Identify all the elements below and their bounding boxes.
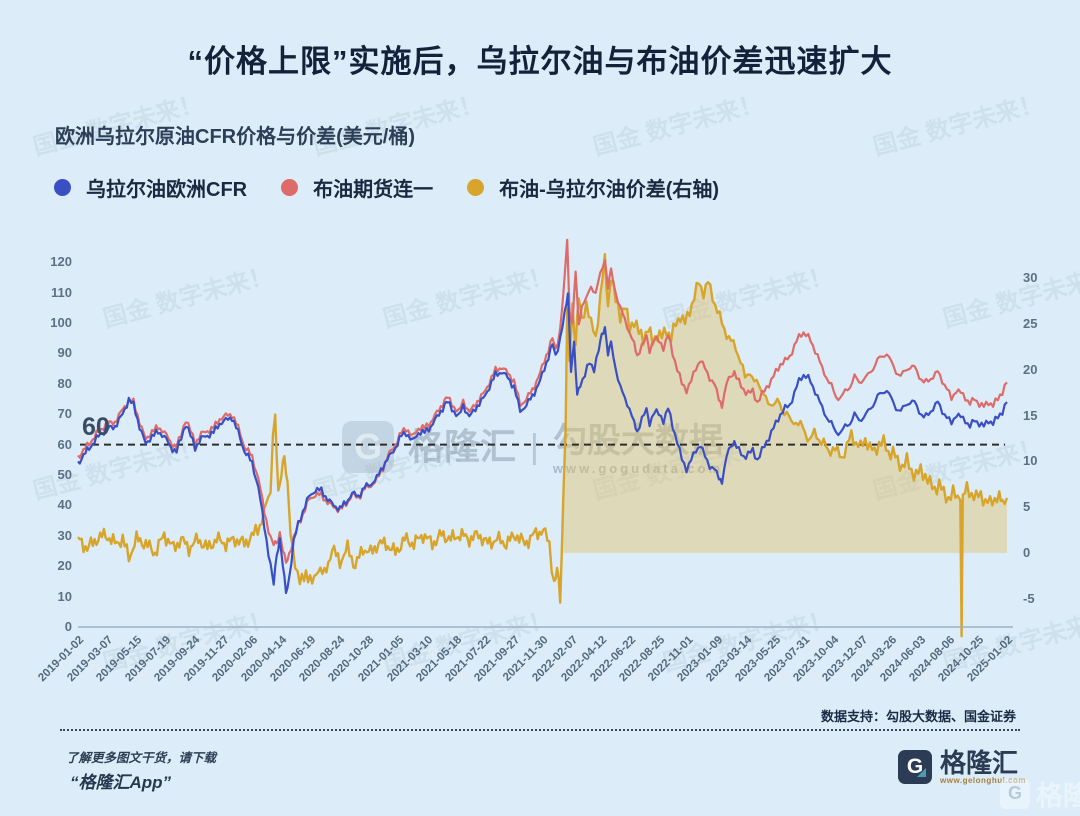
corner-watermark-text: 格隆汇: [1036, 781, 1080, 811]
legend-label-brent: 布油期货连一: [313, 179, 434, 201]
left-axis-tick-label: 20: [57, 558, 72, 574]
spread-area-fill: [563, 254, 1007, 637]
brent-series-dot-icon: [281, 179, 299, 196]
corner-watermark: G 格隆汇: [1000, 774, 1080, 813]
left-axis-tick-label: 30: [57, 527, 72, 543]
legend-item-brent: 布油期货连一: [281, 173, 433, 202]
corner-g-icon: G: [1000, 778, 1030, 809]
left-axis-tick-label: 110: [51, 284, 72, 300]
right-axis-tick-label: -5: [1023, 590, 1035, 606]
chart-subtitle: 欧洲乌拉尔原油CFR价格与价差(美元/桶): [55, 126, 415, 148]
promo-app-name: “格隆汇App”: [70, 773, 172, 792]
right-axis-tick-label: 25: [1023, 316, 1038, 332]
gelonghui-g-icon: G: [898, 750, 932, 784]
legend-item-spread: 布油-乌拉尔油价差(右轴): [467, 173, 719, 202]
gelonghui-logo-url: www.gelonghui.com: [940, 776, 1026, 785]
right-axis-tick-label: 15: [1023, 407, 1038, 423]
right-axis-tick-label: 30: [1023, 270, 1038, 286]
left-axis-tick-label: 70: [57, 406, 72, 422]
series-line-brent: [77, 238, 1008, 564]
legend-label-urals: 乌拉尔油欧洲CFR: [86, 179, 248, 201]
left-axis-tick-label: 40: [57, 497, 72, 513]
footer-divider: [60, 729, 1020, 731]
left-axis-tick-label: 90: [57, 345, 72, 361]
urals-series-dot-icon: [54, 179, 71, 196]
left-axis-tick-label: 120: [50, 254, 72, 270]
spread-series-dot-icon: [467, 179, 485, 196]
series-line-spread: [77, 252, 1009, 638]
right-axis-tick-label: 20: [1023, 361, 1038, 377]
promo-text: 了解更多图文干货，请下载: [66, 751, 217, 765]
reference-line-label: 60: [82, 413, 110, 441]
logo-accent-triangle-icon: [917, 768, 926, 777]
left-axis-tick-label: 50: [57, 467, 72, 483]
legend-item-urals: 乌拉尔油欧洲CFR: [54, 173, 247, 202]
right-axis-tick-label: 10: [1023, 453, 1038, 469]
page-title: “价格上限”实施后，乌拉尔油与布油价差迅速扩大: [187, 44, 893, 79]
chart-legend: 乌拉尔油欧洲CFR 布油期货连一 布油-乌拉尔油价差(右轴): [54, 173, 719, 202]
legend-label-spread: 布油-乌拉尔油价差(右轴): [499, 179, 720, 201]
right-axis-tick-label: 0: [1023, 544, 1031, 560]
series-line-urals: [77, 292, 1008, 595]
right-axis-tick-label: 5: [1023, 499, 1031, 515]
left-axis-tick-label: 10: [57, 588, 72, 604]
left-axis-tick-label: 0: [64, 619, 72, 634]
left-axis-tick-label: 100: [50, 315, 72, 331]
data-source-note: 数据支持：勾股大数据、国金证券: [820, 709, 1016, 724]
left-axis-tick-label: 60: [57, 436, 72, 452]
gelonghui-logo: G 格隆汇 www.gelonghui.com: [898, 750, 1026, 785]
gelonghui-logo-text: 格隆汇: [940, 748, 1019, 778]
left-axis-tick-label: 80: [57, 375, 72, 391]
